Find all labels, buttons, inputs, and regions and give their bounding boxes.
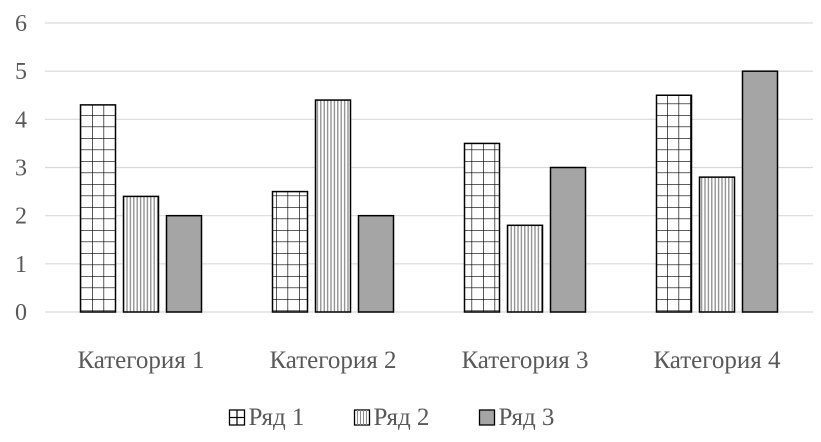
bar-ряд-1-категория-3 [463, 142, 501, 313]
bar-ряд-2-категория-2 [314, 99, 352, 313]
y-tick-label: 5 [15, 59, 27, 85]
bar-ряд-2-категория-1 [122, 195, 160, 313]
y-tick-label: 0 [15, 300, 27, 326]
legend: Ряд 1 Ряд 2 Ряд 3 [228, 404, 555, 431]
gridlines [45, 22, 813, 313]
y-tick-label: 1 [15, 252, 27, 278]
x-axis-category-labels: Категория 1 Категория 2 Категория 3 Категор… [77, 347, 781, 374]
bar-ряд-1-категория-1 [79, 104, 117, 313]
bar-ряд-2-категория-4 [698, 176, 736, 313]
legend-swatch-ряд-2 [353, 409, 371, 426]
bar-ряд-1-категория-2 [271, 190, 309, 313]
bar-ряд-2-категория-3 [506, 224, 544, 313]
x-category-label: Категория 2 [269, 347, 396, 374]
bar-ряд-1-категория-4 [655, 94, 693, 313]
legend-swatch-ряд-3 [478, 409, 496, 426]
y-tick-label: 4 [15, 107, 27, 133]
y-tick-label: 6 [15, 11, 27, 37]
bar-ряд-3-категория-4 [741, 70, 779, 313]
legend-item-ряд-1: Ряд 1 [228, 404, 305, 431]
x-category-label: Категория 4 [653, 347, 781, 374]
bar-ряд-3-категория-2 [357, 214, 395, 313]
bar-ряд-3-категория-1 [165, 214, 203, 313]
legend-item-ряд-3: Ряд 3 [478, 404, 555, 431]
y-tick-label: 3 [15, 156, 27, 182]
legend-label: Ряд 2 [374, 404, 430, 431]
legend-label: Ряд 1 [249, 404, 305, 431]
y-tick-label: 2 [15, 204, 27, 230]
legend-label: Ряд 3 [499, 404, 555, 431]
bars [79, 70, 779, 313]
legend-item-ряд-2: Ряд 2 [353, 404, 430, 431]
y-axis-tick-labels: 0 1 2 3 4 5 6 [15, 11, 27, 326]
x-category-label: Категория 1 [77, 347, 204, 374]
x-category-label: Категория 3 [461, 347, 588, 374]
bar-ряд-3-категория-3 [549, 166, 587, 313]
